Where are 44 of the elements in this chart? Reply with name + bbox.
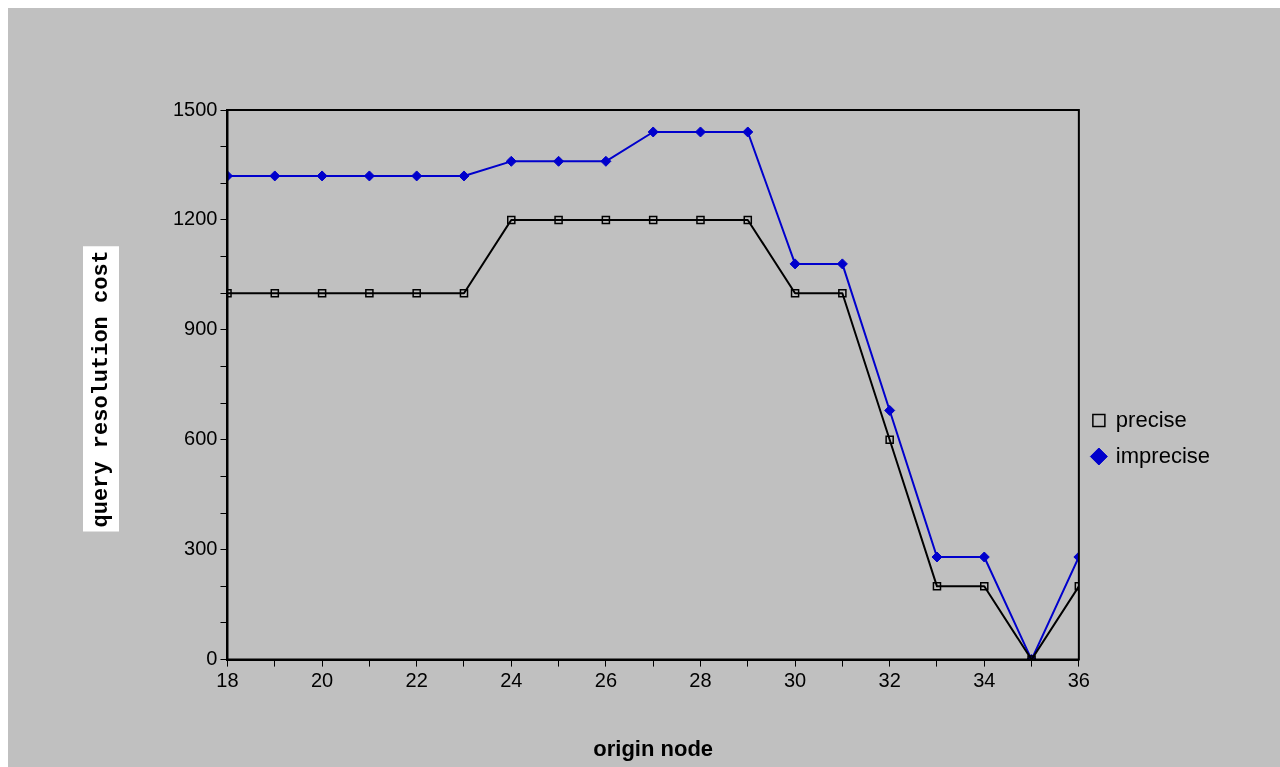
point <box>979 582 989 591</box>
y-tick-label: 900 <box>184 317 218 340</box>
x-tick-label: 26 <box>594 669 618 692</box>
point <box>743 215 753 225</box>
y-tick-label: 1500 <box>172 97 218 120</box>
x-tick-label: 32 <box>878 669 901 692</box>
x-axis-title: origin node <box>593 735 714 761</box>
y-tick-label: 300 <box>184 537 218 560</box>
point <box>412 288 421 298</box>
point <box>365 288 374 298</box>
legend-label: precise <box>1115 406 1187 432</box>
point <box>742 126 754 138</box>
point <box>789 258 801 270</box>
point <box>458 170 470 182</box>
point <box>505 155 517 167</box>
x-tick-label: 24 <box>500 669 523 692</box>
point <box>270 288 280 298</box>
point <box>553 155 565 167</box>
y-tick-label: 1200 <box>172 207 218 230</box>
point <box>648 215 658 225</box>
x-tick-label: 22 <box>405 669 428 692</box>
x-tick-label: 28 <box>689 669 712 692</box>
point <box>600 155 612 167</box>
point <box>507 215 516 225</box>
point <box>696 215 705 225</box>
y-tick-label: 0 <box>206 647 218 670</box>
point <box>838 288 847 298</box>
point <box>647 126 659 138</box>
point <box>790 288 800 298</box>
point <box>884 404 896 416</box>
y-axis-title: query resolution cost <box>88 250 114 528</box>
x-tick-label: 36 <box>1067 669 1090 692</box>
x-tick-label: 18 <box>216 669 239 692</box>
point <box>885 435 894 445</box>
x-tick-label: 34 <box>973 669 996 692</box>
point <box>554 215 563 225</box>
legend-label: imprecise <box>1115 442 1211 468</box>
point <box>601 215 611 225</box>
point <box>317 288 327 298</box>
point <box>459 288 469 298</box>
y-tick-label: 600 <box>184 427 218 450</box>
point <box>932 582 942 591</box>
x-tick-label: 20 <box>310 669 334 692</box>
x-tick-label: 30 <box>783 669 807 692</box>
